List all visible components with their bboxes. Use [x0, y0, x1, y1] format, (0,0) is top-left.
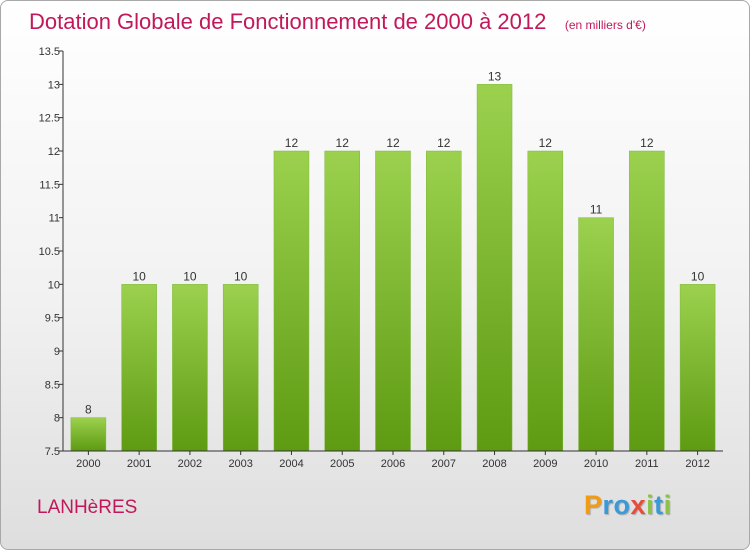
- y-tick-label: 8: [54, 413, 60, 425]
- bar: [527, 150, 564, 452]
- bar-value-label: 10: [234, 269, 248, 283]
- y-tick-label: 7.5: [45, 446, 60, 458]
- x-tick-label: 2012: [685, 458, 709, 470]
- bar-value-label: 12: [336, 136, 350, 150]
- proxiti-logo[interactable]: Proxiti: [584, 490, 672, 521]
- x-tick-label: 2006: [381, 458, 405, 470]
- bar: [476, 84, 513, 452]
- x-tick-label: 2005: [330, 458, 354, 470]
- bar-value-label: 12: [386, 136, 400, 150]
- bar-value-label: 11: [590, 203, 603, 217]
- bar-value-label: 8: [85, 403, 92, 417]
- bar-value-label: 13: [488, 69, 502, 83]
- y-tick-label: 8.5: [45, 379, 60, 391]
- x-tick-label: 2001: [127, 458, 151, 470]
- bar-value-label: 12: [640, 136, 654, 150]
- bar: [172, 284, 208, 452]
- x-tick-label: 2010: [584, 458, 608, 470]
- logo-letter: t: [654, 490, 664, 520]
- x-tick-label: 2009: [533, 458, 557, 470]
- y-tick-label: 12: [48, 146, 60, 158]
- y-tick-label: 10.5: [39, 246, 60, 258]
- logo-letter: P: [584, 490, 603, 520]
- bar-value-label: 10: [183, 269, 197, 283]
- x-tick-label: 2002: [178, 458, 202, 470]
- logo-letter: o: [613, 490, 631, 520]
- chart-title: Dotation Globale de Fonctionnement de 20…: [29, 9, 547, 34]
- y-tick-label: 13: [48, 79, 60, 91]
- bar: [121, 284, 157, 452]
- bar: [426, 150, 462, 452]
- x-tick-label: 2008: [482, 458, 506, 470]
- y-tick-label: 11: [49, 213, 60, 225]
- bar-value-label: 12: [285, 136, 299, 150]
- x-axis: 2000 2001 2002 2003 2004 2005 2006 2007 2008 2009…: [63, 450, 723, 470]
- x-tick-label: 2007: [432, 458, 456, 470]
- logo-letter: i: [646, 490, 655, 520]
- y-tick-label: 9: [54, 346, 60, 358]
- bar: [222, 284, 259, 452]
- bar: [375, 150, 411, 452]
- x-tick-label: 2003: [228, 458, 252, 470]
- y-tick-label: 12.5: [39, 113, 60, 125]
- bar: [578, 217, 614, 452]
- x-tick-label: 2004: [279, 458, 303, 470]
- y-tick-label: 10: [48, 279, 60, 291]
- bar-value-label: 10: [132, 269, 146, 283]
- x-tick-label: 2000: [76, 458, 100, 470]
- bars: 8 10 10 10 12 12 12 12 13 12 11 12 10: [70, 69, 716, 452]
- bar: [629, 150, 665, 452]
- bar: [273, 150, 310, 452]
- y-tick-label: 9.5: [45, 313, 60, 325]
- chart-subtitle: (en milliers d'€): [564, 18, 646, 32]
- y-tick-label: 13.5: [39, 46, 60, 58]
- bar-value-label: 12: [539, 136, 553, 150]
- bar: [679, 284, 716, 452]
- logo-letter: i: [663, 490, 672, 520]
- bar: [70, 417, 107, 452]
- bar-value-label: 10: [691, 269, 705, 283]
- title-row: Dotation Globale de Fonctionnement de 20…: [29, 9, 646, 35]
- x-tick-label: 2011: [635, 458, 659, 470]
- commune-name: LANHèRES: [37, 497, 138, 518]
- y-axis: 7.5 8 8.5 9 9.5 10 10.5 11 11.5 12 12.5 13 13.5: [39, 46, 64, 458]
- logo-letter: x: [630, 490, 647, 520]
- bar: [324, 150, 360, 452]
- bar-value-label: 12: [437, 136, 451, 150]
- logo-letter: r: [602, 490, 614, 520]
- y-tick-label: 11.5: [39, 179, 60, 191]
